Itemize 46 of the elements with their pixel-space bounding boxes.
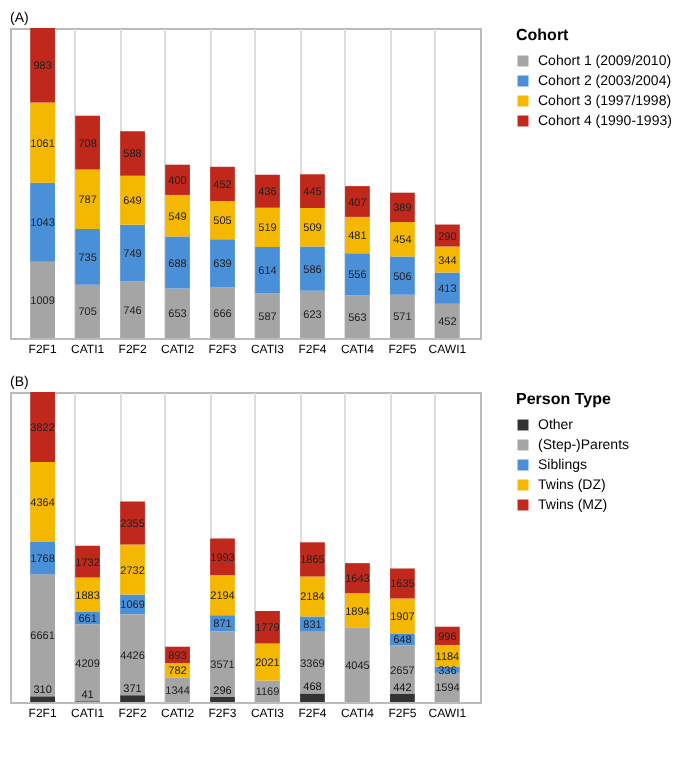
- bar: [210, 239, 235, 288]
- bar: [75, 115, 100, 170]
- bar: [30, 696, 55, 702]
- bar: [120, 695, 145, 702]
- bar: [210, 696, 235, 702]
- bar: [435, 246, 460, 273]
- bar: [30, 392, 55, 462]
- bar: [300, 290, 325, 338]
- bar: [300, 174, 325, 208]
- bar: [30, 462, 55, 542]
- bar: [75, 624, 100, 702]
- bar: [120, 131, 145, 176]
- bar: [300, 576, 325, 617]
- bar: [210, 287, 235, 338]
- bar: [75, 229, 100, 285]
- bar: [30, 574, 55, 697]
- bar: [30, 182, 55, 262]
- bar: [120, 175, 145, 225]
- bar: [120, 224, 145, 282]
- bar: [255, 207, 280, 248]
- legend-title: Person Type: [516, 390, 612, 408]
- bar: [345, 295, 370, 338]
- bar: [30, 261, 55, 338]
- bar: [345, 627, 370, 702]
- bar: [345, 186, 370, 217]
- bar: [120, 614, 145, 696]
- bar: [435, 272, 460, 304]
- bar: [165, 194, 190, 237]
- bar: [390, 693, 415, 702]
- bar: [300, 246, 325, 291]
- bar: [120, 544, 145, 595]
- bar: [120, 501, 145, 545]
- bar: [255, 293, 280, 338]
- bar: [75, 284, 100, 338]
- bar: [120, 281, 145, 338]
- bar: [165, 236, 190, 289]
- bar: [390, 294, 415, 338]
- legend-title: Cohort: [516, 26, 570, 44]
- bar: [165, 288, 190, 338]
- bar: [390, 256, 415, 295]
- bar: [75, 169, 100, 230]
- bar: [255, 247, 280, 294]
- bar: [30, 102, 55, 183]
- bar: [345, 253, 370, 296]
- bar: [30, 28, 55, 103]
- bar: [300, 693, 325, 702]
